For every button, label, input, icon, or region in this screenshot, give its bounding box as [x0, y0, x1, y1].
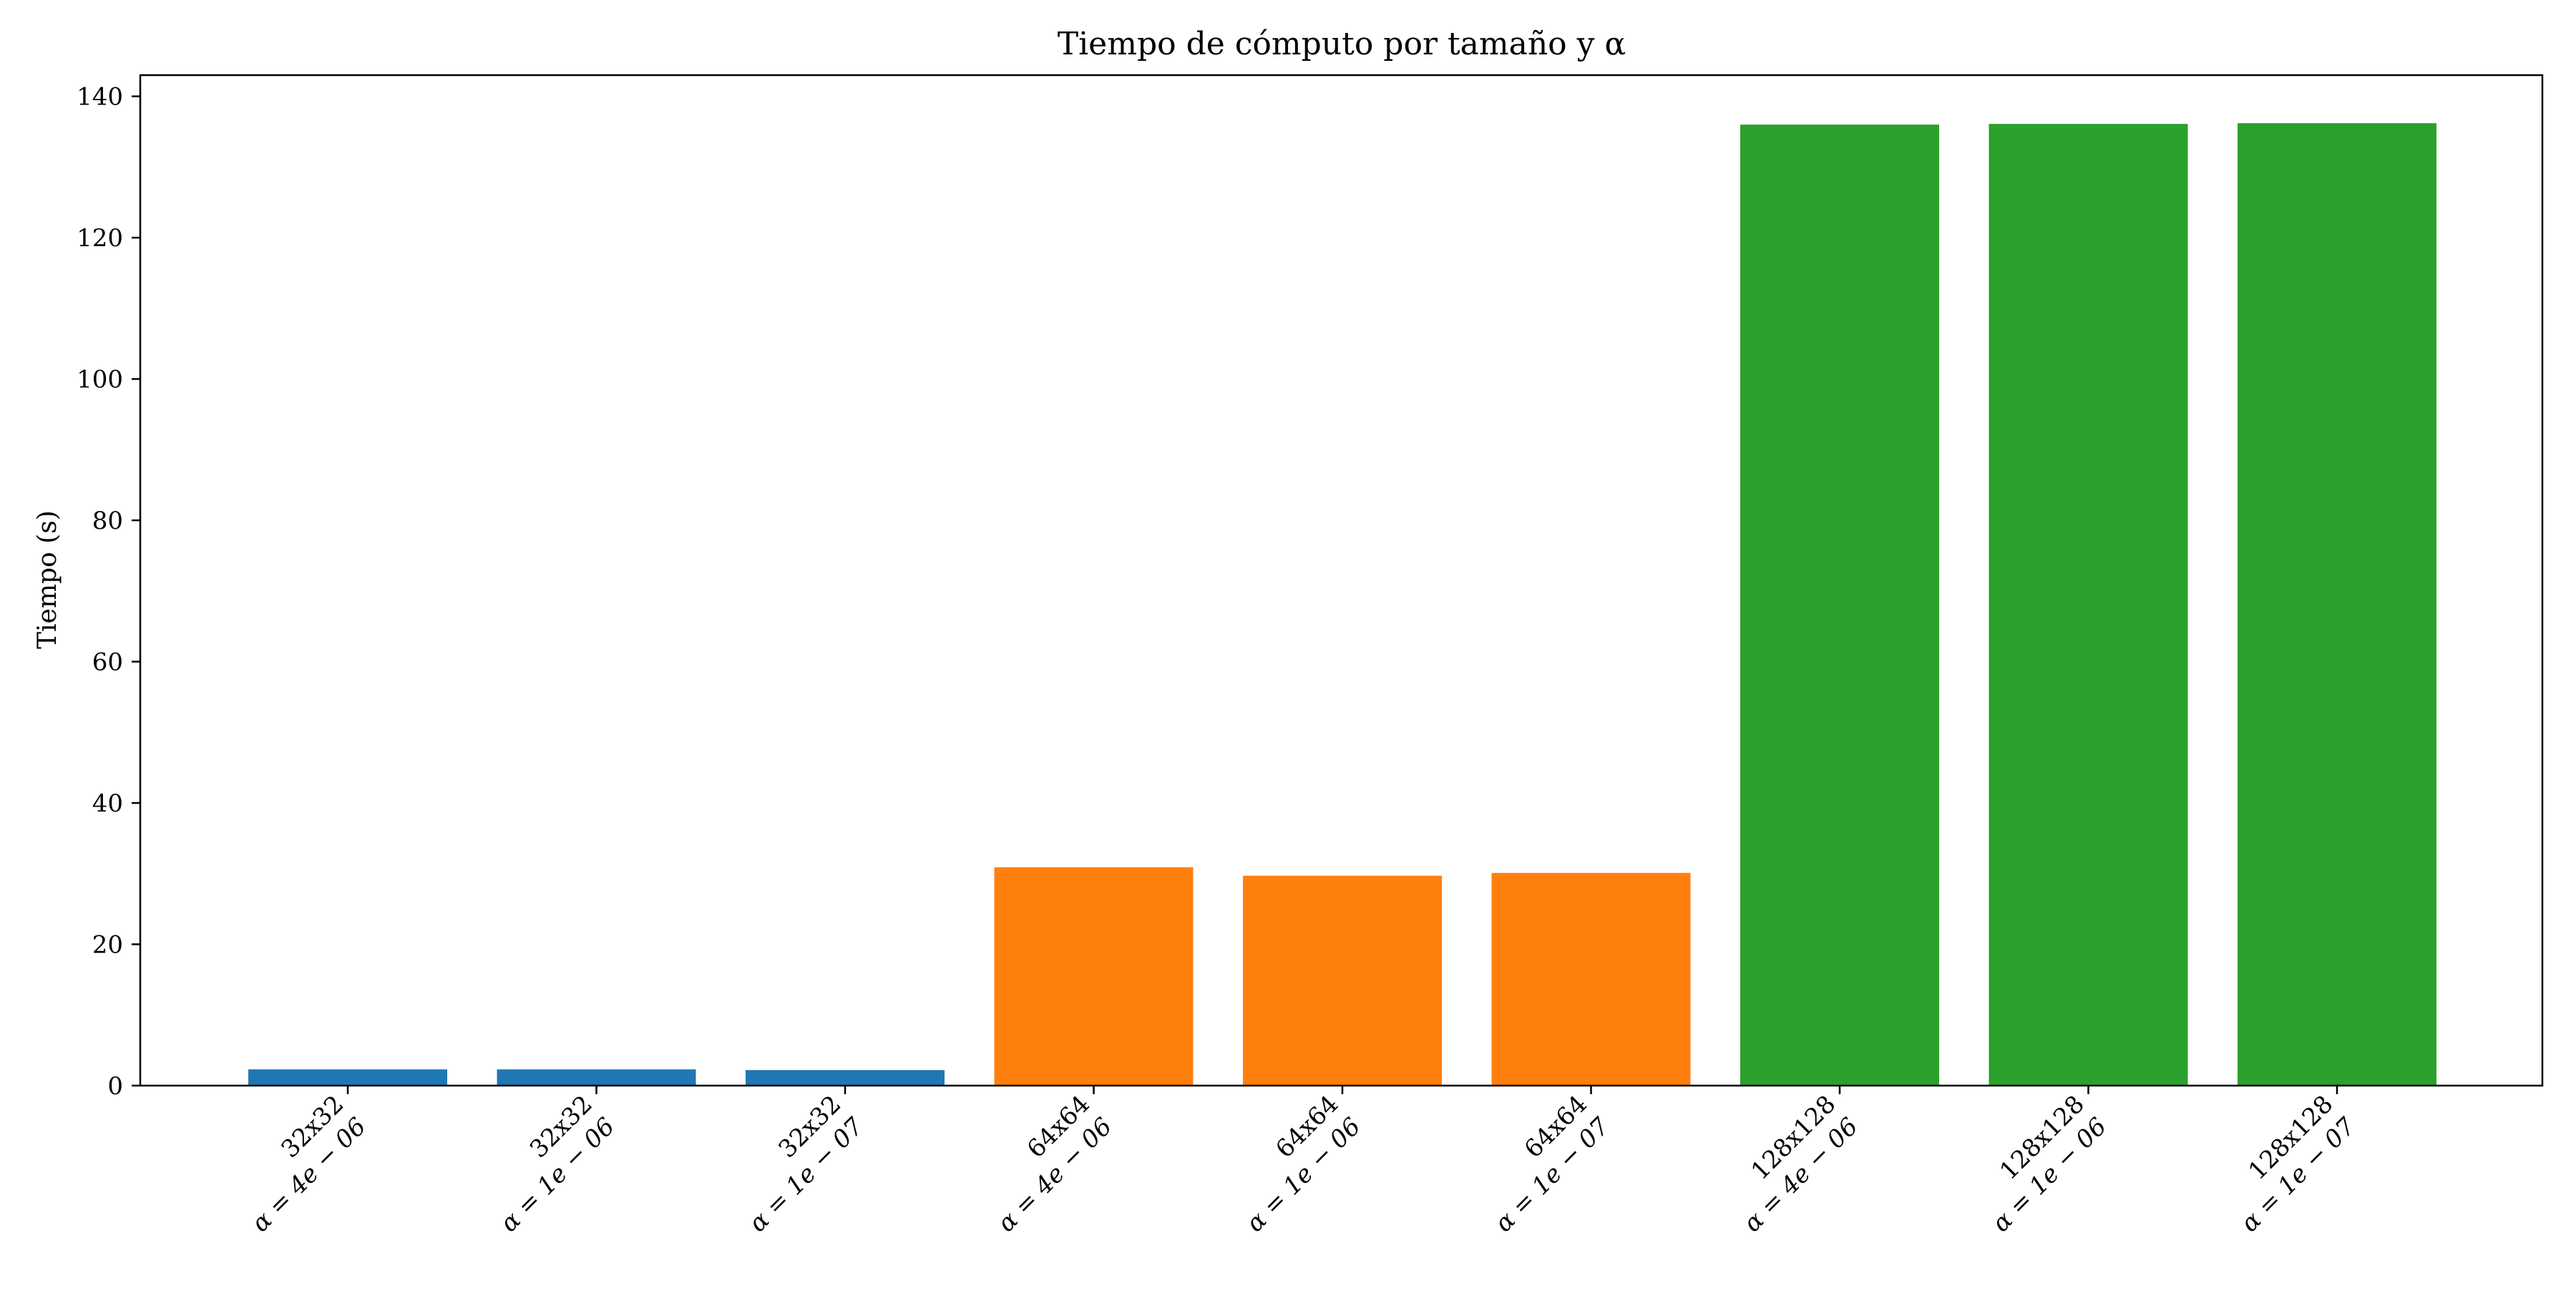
bar-9 — [2238, 123, 2436, 1086]
bar-4 — [994, 867, 1194, 1086]
bar-1 — [248, 1069, 447, 1086]
y-axis-label: Tiempo (s) — [33, 510, 62, 649]
y-tick-label: 140 — [77, 83, 123, 112]
bar-3 — [746, 1070, 945, 1086]
y-tick-label: 20 — [92, 931, 123, 960]
y-tick-label: 100 — [77, 366, 123, 394]
bar-6 — [1491, 872, 1691, 1086]
bar-2 — [497, 1069, 696, 1086]
y-tick-label: 40 — [92, 789, 123, 818]
chart-title: Tiempo de cómputo por tamaño y α — [1058, 26, 1626, 62]
bars-layer — [248, 123, 2436, 1086]
y-tick-label: 120 — [77, 224, 123, 253]
bar-5 — [1243, 875, 1442, 1086]
y-tick-label: 60 — [92, 648, 123, 677]
y-tick-label: 80 — [92, 507, 123, 535]
plot-frame — [139, 74, 2544, 1087]
bar-7 — [1740, 125, 1939, 1086]
y-axis-ticks: 0 20 40 60 80 100 120 140 — [77, 83, 140, 1101]
y-tick-label: 0 — [107, 1072, 123, 1101]
bar-8 — [1989, 124, 2188, 1086]
